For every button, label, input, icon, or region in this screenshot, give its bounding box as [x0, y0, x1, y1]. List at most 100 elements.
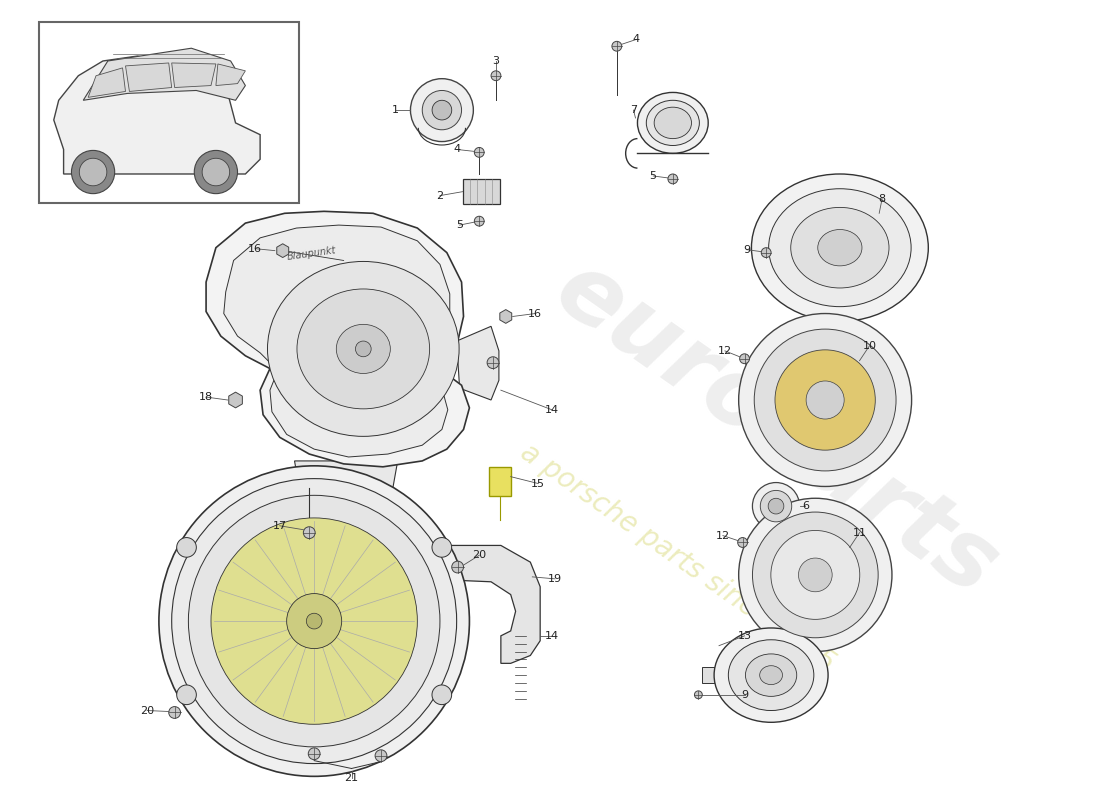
- Circle shape: [72, 150, 114, 194]
- Circle shape: [172, 478, 456, 763]
- Polygon shape: [216, 64, 245, 86]
- Circle shape: [375, 750, 387, 762]
- Circle shape: [195, 150, 238, 194]
- Text: 21: 21: [344, 774, 359, 783]
- Circle shape: [738, 538, 748, 547]
- Ellipse shape: [267, 262, 459, 436]
- Polygon shape: [295, 461, 398, 503]
- Circle shape: [410, 78, 473, 142]
- Circle shape: [432, 100, 452, 120]
- Circle shape: [694, 691, 702, 698]
- Polygon shape: [54, 56, 260, 174]
- Text: euroParts: euroParts: [538, 243, 1014, 616]
- Text: 14: 14: [544, 631, 559, 641]
- Text: 3: 3: [493, 56, 499, 66]
- Circle shape: [768, 498, 784, 514]
- Ellipse shape: [746, 654, 796, 696]
- Text: 16: 16: [249, 244, 262, 254]
- Circle shape: [168, 706, 180, 718]
- Polygon shape: [206, 211, 470, 467]
- Text: 17: 17: [273, 521, 287, 530]
- Circle shape: [432, 685, 452, 705]
- Polygon shape: [88, 68, 125, 98]
- Circle shape: [306, 614, 322, 629]
- Circle shape: [739, 498, 892, 651]
- Circle shape: [452, 561, 463, 573]
- Text: 8: 8: [879, 194, 886, 203]
- Ellipse shape: [817, 230, 862, 266]
- Bar: [702, 667, 716, 683]
- Circle shape: [158, 466, 470, 776]
- Circle shape: [177, 685, 196, 705]
- Ellipse shape: [728, 640, 814, 710]
- Circle shape: [474, 147, 484, 158]
- Circle shape: [422, 90, 462, 130]
- Ellipse shape: [638, 93, 708, 154]
- Circle shape: [771, 530, 860, 619]
- Text: Blaupunkt: Blaupunkt: [287, 246, 338, 262]
- Ellipse shape: [751, 174, 928, 322]
- Text: 18: 18: [199, 392, 213, 402]
- Circle shape: [474, 216, 484, 226]
- Text: 4: 4: [453, 145, 460, 154]
- Circle shape: [799, 558, 833, 592]
- Circle shape: [760, 490, 792, 522]
- Text: 5: 5: [650, 171, 657, 181]
- Circle shape: [752, 512, 878, 638]
- Ellipse shape: [654, 107, 692, 138]
- Circle shape: [287, 594, 342, 649]
- Text: 9: 9: [741, 690, 748, 700]
- Text: 20: 20: [140, 706, 154, 715]
- Ellipse shape: [714, 628, 828, 722]
- Text: 12: 12: [716, 530, 730, 541]
- Text: 6: 6: [802, 501, 808, 511]
- Text: 10: 10: [862, 341, 877, 351]
- Circle shape: [739, 314, 912, 486]
- Text: 13: 13: [738, 631, 751, 641]
- Text: 7: 7: [630, 105, 637, 115]
- Text: 14: 14: [544, 405, 559, 415]
- Circle shape: [304, 526, 315, 538]
- Polygon shape: [456, 326, 499, 400]
- Circle shape: [491, 71, 501, 81]
- Ellipse shape: [769, 189, 911, 306]
- Circle shape: [202, 158, 230, 186]
- Polygon shape: [84, 48, 245, 100]
- Ellipse shape: [791, 207, 889, 288]
- Polygon shape: [422, 546, 540, 663]
- Bar: [39, 22, 299, 203]
- Circle shape: [355, 341, 371, 357]
- Circle shape: [432, 538, 452, 558]
- Circle shape: [308, 748, 320, 760]
- Ellipse shape: [297, 289, 430, 409]
- Polygon shape: [223, 225, 450, 457]
- Text: 15: 15: [531, 478, 546, 489]
- Ellipse shape: [647, 100, 700, 146]
- Text: 12: 12: [718, 346, 732, 356]
- Circle shape: [806, 381, 844, 419]
- Circle shape: [739, 354, 749, 364]
- Text: 1: 1: [393, 105, 399, 115]
- Circle shape: [487, 357, 499, 369]
- Polygon shape: [125, 63, 172, 91]
- Circle shape: [612, 42, 621, 51]
- Text: 4: 4: [632, 34, 640, 44]
- Polygon shape: [172, 63, 216, 87]
- Text: 16: 16: [528, 309, 542, 318]
- Ellipse shape: [337, 324, 390, 374]
- Text: 2: 2: [437, 190, 443, 201]
- Text: 5: 5: [456, 220, 463, 230]
- Text: 11: 11: [852, 528, 867, 538]
- Circle shape: [752, 482, 800, 530]
- Ellipse shape: [760, 666, 782, 685]
- Circle shape: [755, 329, 896, 471]
- Text: 20: 20: [472, 550, 486, 560]
- Circle shape: [776, 350, 876, 450]
- Circle shape: [188, 495, 440, 747]
- Text: a porsche parts since 1985: a porsche parts since 1985: [515, 438, 840, 677]
- Text: 19: 19: [548, 574, 562, 584]
- Circle shape: [177, 538, 196, 558]
- Text: 9: 9: [742, 245, 750, 254]
- Circle shape: [79, 158, 107, 186]
- Circle shape: [668, 174, 678, 184]
